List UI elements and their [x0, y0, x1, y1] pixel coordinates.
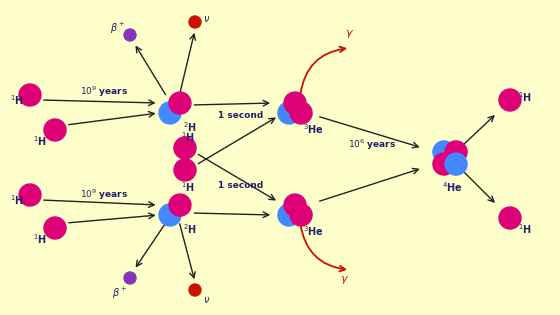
- Text: $^1$H: $^1$H: [518, 90, 532, 104]
- Circle shape: [499, 89, 521, 111]
- Text: $^1$H: $^1$H: [33, 134, 47, 148]
- Text: $^2$H: $^2$H: [183, 222, 197, 236]
- Circle shape: [290, 204, 312, 226]
- Circle shape: [174, 137, 196, 159]
- Circle shape: [19, 84, 41, 106]
- Circle shape: [169, 194, 191, 216]
- Circle shape: [159, 204, 181, 226]
- Circle shape: [278, 102, 300, 124]
- Circle shape: [290, 102, 312, 124]
- Circle shape: [499, 207, 521, 229]
- Text: 1 second: 1 second: [218, 111, 263, 120]
- Text: $\nu$: $\nu$: [203, 295, 210, 305]
- Circle shape: [19, 184, 41, 206]
- Text: $\gamma$: $\gamma$: [345, 28, 354, 40]
- Text: $^2$H: $^2$H: [183, 120, 197, 134]
- Circle shape: [445, 153, 467, 175]
- Circle shape: [44, 119, 66, 141]
- Circle shape: [445, 141, 467, 163]
- Circle shape: [433, 153, 455, 175]
- Circle shape: [44, 217, 66, 239]
- Text: $10^6$ years: $10^6$ years: [348, 138, 396, 152]
- Text: $^3$He: $^3$He: [303, 224, 324, 238]
- Circle shape: [284, 92, 306, 114]
- Circle shape: [284, 194, 306, 216]
- Text: $^4$He: $^4$He: [442, 180, 463, 194]
- Circle shape: [189, 284, 201, 296]
- Circle shape: [159, 102, 181, 124]
- Text: $\gamma$: $\gamma$: [340, 274, 349, 286]
- Text: 1 second: 1 second: [218, 181, 263, 190]
- Circle shape: [174, 159, 196, 181]
- Circle shape: [433, 141, 455, 163]
- Text: $^1$H: $^1$H: [518, 222, 532, 236]
- Circle shape: [124, 272, 136, 284]
- Circle shape: [278, 204, 300, 226]
- Text: $^1$H: $^1$H: [181, 180, 195, 194]
- Text: $^1$H: $^1$H: [33, 232, 47, 246]
- Circle shape: [169, 92, 191, 114]
- Text: $\nu$: $\nu$: [203, 14, 210, 24]
- Text: $10^9$ years: $10^9$ years: [80, 188, 128, 202]
- Circle shape: [124, 29, 136, 41]
- Text: $^1$H: $^1$H: [181, 130, 195, 144]
- Circle shape: [189, 16, 201, 28]
- Text: $10^9$ years: $10^9$ years: [80, 85, 128, 99]
- Text: $^1$H: $^1$H: [10, 93, 24, 107]
- Text: $\beta^+$: $\beta^+$: [110, 21, 125, 36]
- Text: $\beta^+$: $\beta^+$: [112, 286, 127, 301]
- Text: $^3$He: $^3$He: [303, 122, 324, 136]
- Text: $^1$H: $^1$H: [10, 193, 24, 207]
